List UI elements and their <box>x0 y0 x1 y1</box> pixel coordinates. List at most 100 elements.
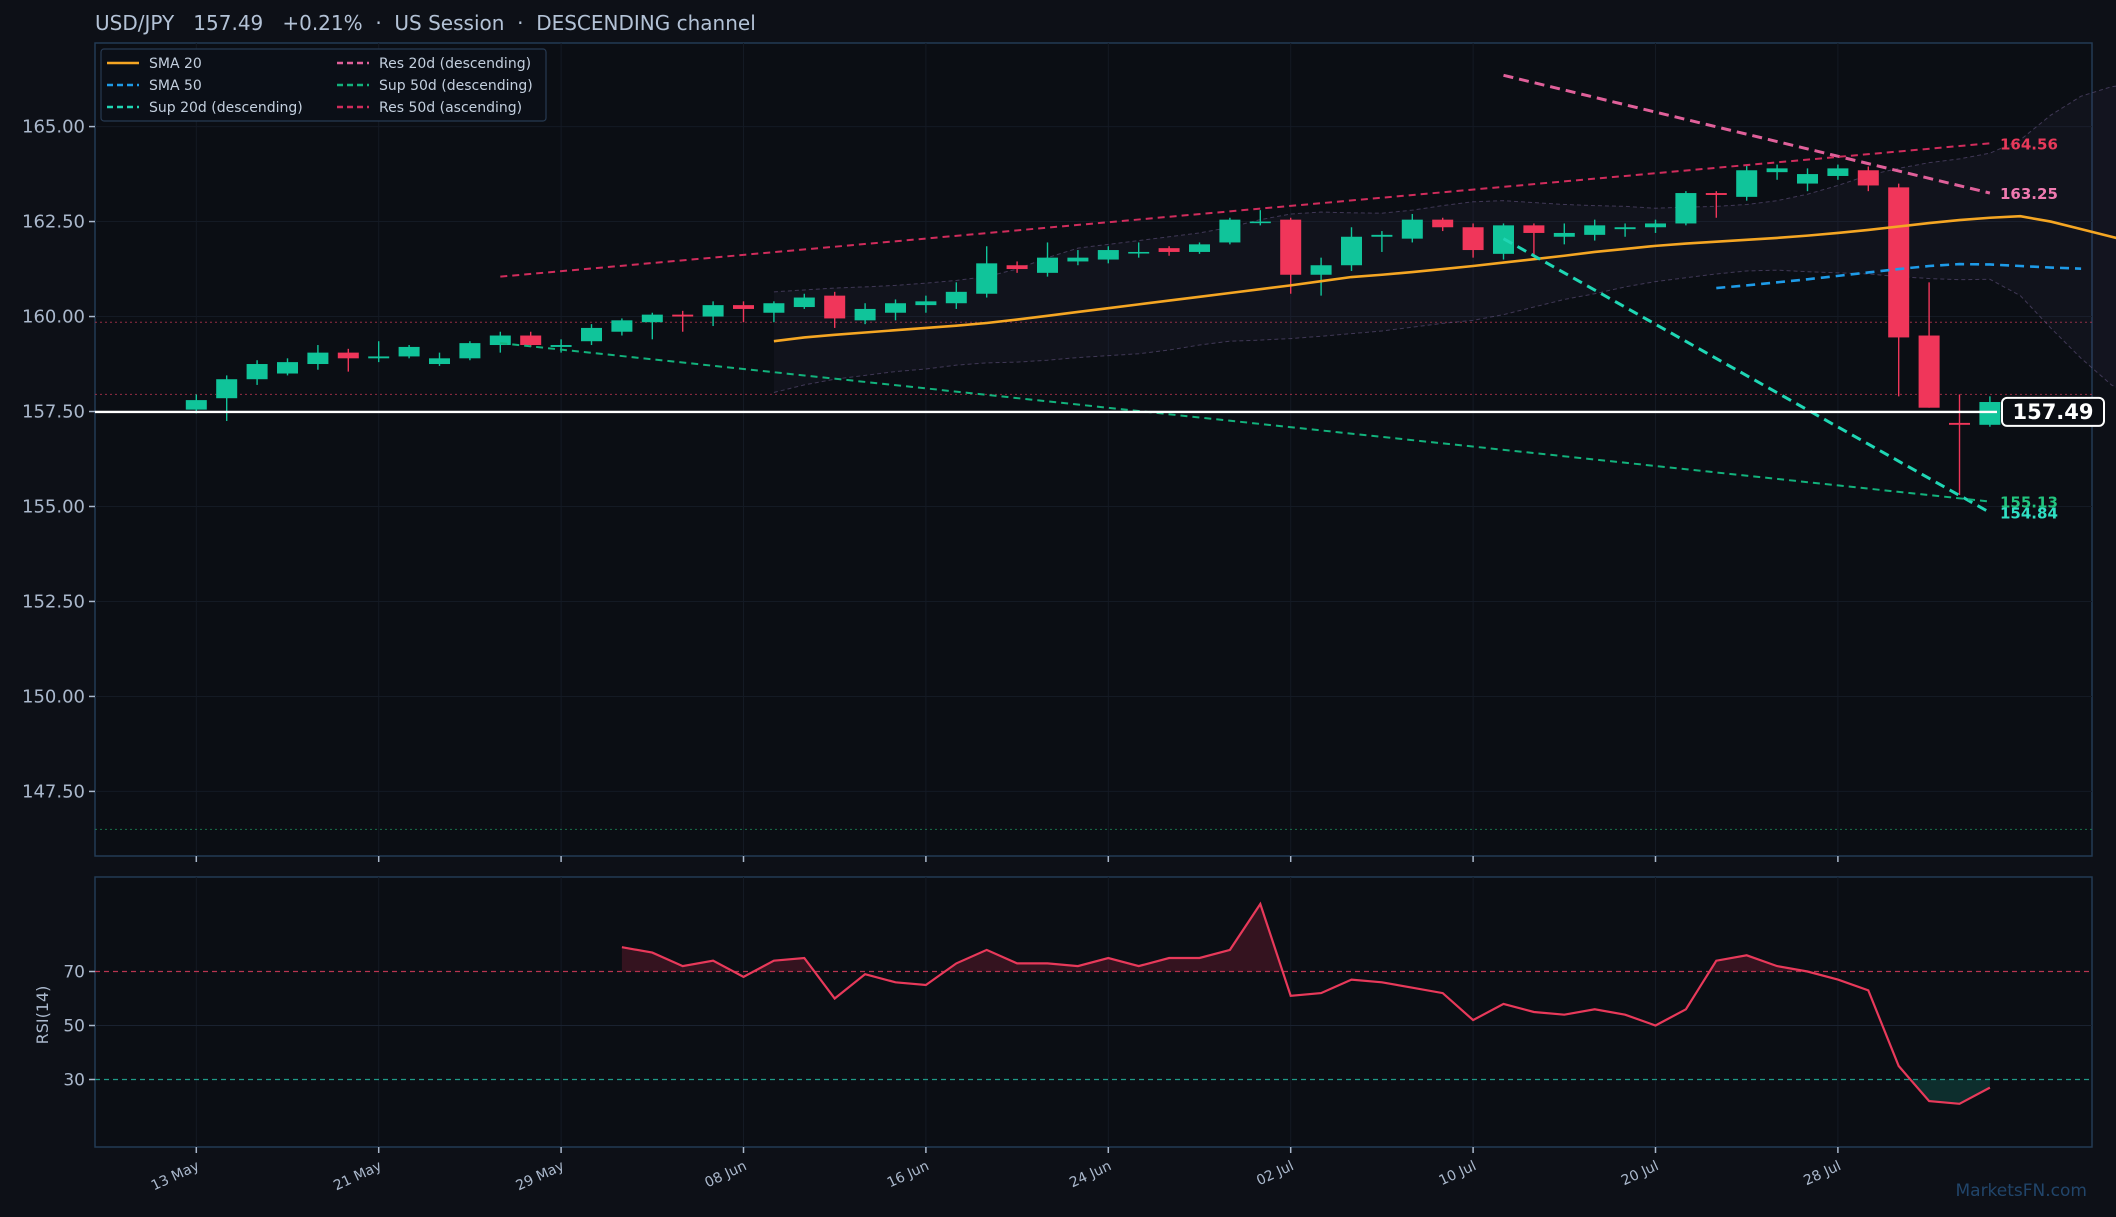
candle-body <box>520 335 542 346</box>
y-tick-label: 160.00 <box>22 307 85 328</box>
candle-body <box>1280 219 1302 275</box>
y-tick-label: 165.00 <box>22 117 85 138</box>
level-value-label: 164.56 <box>2000 135 2058 153</box>
candle-body <box>915 301 937 306</box>
candle-body <box>641 314 663 323</box>
candle-body <box>1979 402 2001 425</box>
y-tick-label: 155.00 <box>22 496 85 517</box>
candle-body <box>1857 170 1879 186</box>
candle-body <box>854 308 876 321</box>
y-tick-label: 30 <box>63 1071 85 1091</box>
candle-body <box>1341 236 1362 266</box>
candle-body <box>1037 257 1058 273</box>
candle-body <box>489 335 511 346</box>
last-price-box <box>2001 396 2105 427</box>
candle-body <box>733 305 754 309</box>
candle-body <box>368 356 390 359</box>
series-line-sup-20d-descending <box>1502 237 1991 514</box>
candle-body <box>459 343 481 359</box>
candle-body <box>1705 193 1727 195</box>
price-panel-frame <box>94 42 2093 857</box>
y-tick-label: 70 <box>63 963 85 983</box>
candle-body <box>976 263 998 294</box>
legend-label: SMA 50 <box>149 78 202 94</box>
candle-body <box>1736 170 1758 197</box>
candle-body <box>1310 265 1332 275</box>
rsi-grid <box>95 877 2092 1147</box>
candle-body <box>398 346 420 357</box>
chart-title: USD/JPY 157.49 +0.21% · US Session · DES… <box>95 11 756 35</box>
last-price-marker: 157.49 <box>95 396 2105 427</box>
rsi-y-axis: 30 50 70 <box>63 963 95 1091</box>
candle-body <box>1067 257 1089 262</box>
candle-body <box>1614 227 1636 230</box>
y-tick-label: 157.50 <box>22 402 85 423</box>
candle-body <box>185 400 207 410</box>
rsi-overbought-fill <box>944 904 1283 972</box>
candle-body <box>611 320 633 332</box>
series-line-sma-50 <box>1716 262 2082 290</box>
candle-body <box>1523 225 1545 233</box>
candle-body <box>672 314 694 317</box>
candle-body <box>1766 168 1788 173</box>
y-tick-label: 150.00 <box>22 686 85 707</box>
rsi-overbought-fill <box>621 947 734 972</box>
candle-body <box>1462 227 1484 251</box>
legend-box <box>100 48 547 122</box>
candle-body <box>246 364 268 380</box>
legend-label: Res 20d (descending) <box>379 56 531 72</box>
volatility-band <box>773 85 2116 393</box>
candle-body <box>1584 225 1606 235</box>
series-line-sup-50d-descending <box>500 342 1991 503</box>
rsi-overbought-fill <box>753 958 815 972</box>
legend-label: Res 50d (ascending) <box>379 100 522 116</box>
candle-body <box>1797 174 1818 184</box>
candle-body <box>885 303 906 313</box>
candle-body <box>1219 219 1241 243</box>
candle-body <box>1158 248 1180 252</box>
candle-body <box>307 352 329 365</box>
candle-body <box>1553 232 1575 237</box>
y-tick-label: 50 <box>63 1017 85 1037</box>
legend: SMA 20 SMA 50 Sup 20d (descending) Res 20d … <box>100 48 547 122</box>
rsi-line <box>621 901 1991 1105</box>
candle-body <box>1645 223 1666 228</box>
candle-body <box>1827 168 1849 176</box>
indicator-lines <box>500 73 2116 514</box>
series-line-res-50d-ascending <box>500 142 1990 278</box>
candle-body <box>581 327 602 342</box>
candle-body <box>763 303 785 313</box>
y-tick-label: 152.50 <box>22 591 85 612</box>
series-line-sma-20 <box>773 214 2116 343</box>
candle-body <box>1949 422 1970 425</box>
candle-body <box>216 379 238 399</box>
level-value-label: 163.25 <box>2000 185 2058 203</box>
y-tick-label: 147.50 <box>22 781 85 802</box>
candle-body <box>1006 265 1028 270</box>
candle-body <box>1675 193 1697 224</box>
candle-body <box>1918 335 1940 408</box>
rsi-axis-label: RSI(14) <box>33 986 52 1045</box>
candle-body <box>945 291 967 304</box>
candle-body <box>337 352 359 359</box>
candle-body <box>1371 234 1393 237</box>
candlesticks <box>185 164 2001 496</box>
candle-body <box>1401 219 1423 239</box>
candle-body <box>824 295 846 319</box>
candle-body <box>1249 221 1271 224</box>
band-lower-line <box>773 269 2116 393</box>
candle-body <box>1128 251 1150 254</box>
candle-body <box>1189 244 1210 252</box>
rsi-series-line <box>621 901 1991 1105</box>
candle-body <box>793 297 815 308</box>
rsi-panel-frame <box>94 876 2093 1148</box>
candle-body <box>1432 219 1454 228</box>
price-panel: 147.50 150.00 152.50 155.00 157.50 160.00 162.… <box>22 42 2116 857</box>
series-line-res-20d-descending <box>1503 73 1991 195</box>
watermark: MarketsFN.com <box>1955 1181 2087 1201</box>
candle-body <box>1097 250 1119 260</box>
y-tick-label: 162.50 <box>22 212 85 233</box>
legend-label: SMA 20 <box>149 56 202 72</box>
legend-label: Sup 20d (descending) <box>149 100 303 116</box>
